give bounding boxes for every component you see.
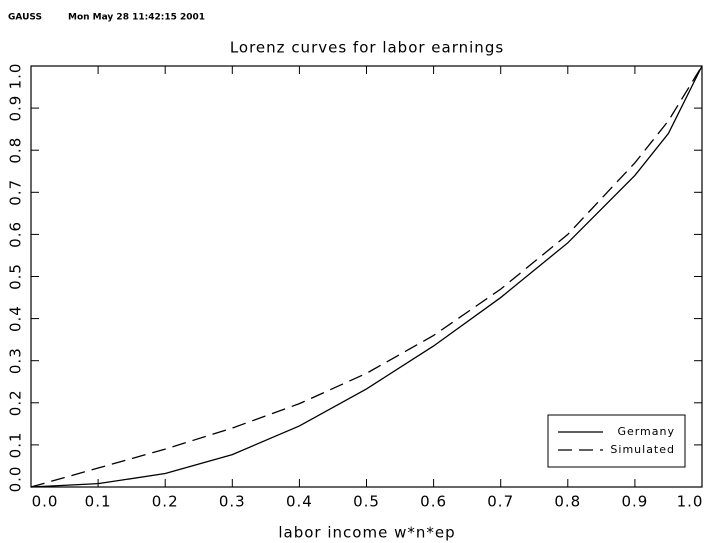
y-tick-label: 0.4 — [7, 305, 25, 332]
x-tick-label: 0.7 — [487, 493, 514, 511]
header-timestamp: Mon May 28 11:42:15 2001 — [68, 13, 205, 23]
y-tick-label: 0.0 — [7, 466, 25, 493]
x-tick-label: 0.9 — [621, 493, 648, 511]
x-tick-label: 0.0 — [32, 493, 59, 511]
x-tick-label: 0.5 — [353, 493, 380, 511]
legend-label: Germany — [617, 425, 675, 438]
y-tick-label: 0.2 — [7, 389, 25, 416]
y-tick-label: 0.3 — [7, 347, 25, 374]
legend-label: Simulated — [610, 443, 675, 456]
x-tick-label: 0.2 — [152, 493, 179, 511]
x-axis-label: labor income w*n*ep — [278, 524, 455, 542]
chart-title: Lorenz curves for labor earnings — [230, 39, 504, 57]
x-tick-label: 0.6 — [420, 493, 447, 511]
y-tick-label: 1.0 — [7, 63, 25, 90]
series-line — [30, 65, 703, 488]
y-tick-label: 0.8 — [7, 137, 25, 164]
x-tick-label: 0.4 — [286, 493, 313, 511]
series-line — [30, 65, 703, 488]
x-tick-label: 1.0 — [677, 493, 704, 511]
x-tick-label: 0.3 — [219, 493, 246, 511]
x-tick-label: 0.8 — [554, 493, 581, 511]
y-tick-label: 0.7 — [7, 179, 25, 206]
legend-box — [547, 414, 686, 468]
y-tick-label: 0.9 — [7, 95, 25, 122]
y-tick-label: 0.1 — [7, 431, 25, 458]
y-tick-label: 0.6 — [7, 221, 25, 248]
y-tick-label: 0.5 — [7, 263, 25, 290]
header-program: GAUSS — [8, 13, 42, 23]
x-tick-label: 0.1 — [85, 493, 112, 511]
